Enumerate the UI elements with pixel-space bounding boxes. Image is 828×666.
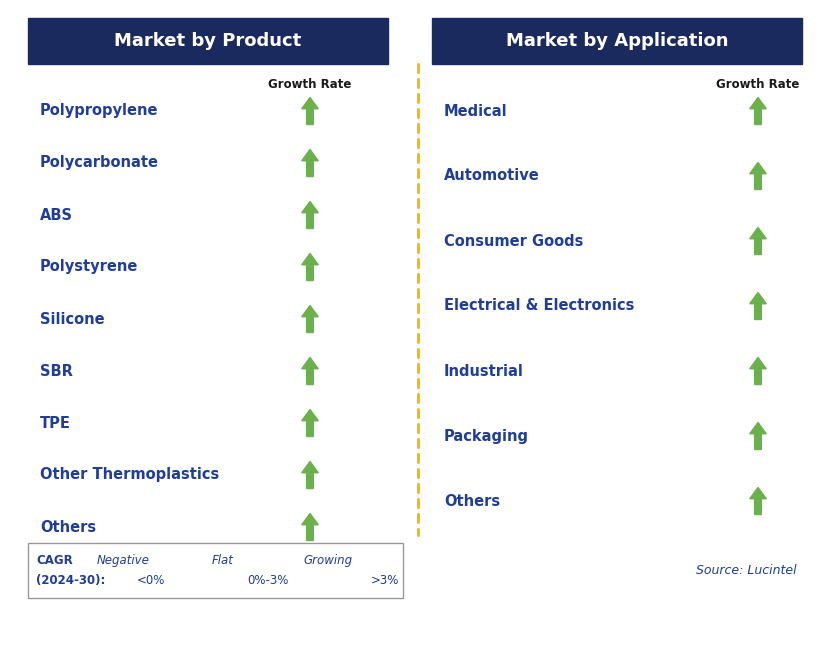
FancyArrow shape: [301, 202, 318, 228]
FancyArrow shape: [301, 306, 318, 332]
Text: Medical: Medical: [444, 103, 507, 119]
FancyArrow shape: [749, 163, 765, 190]
FancyArrow shape: [301, 358, 318, 384]
Text: Electrical & Electronics: Electrical & Electronics: [444, 298, 633, 314]
Text: Automotive: Automotive: [444, 168, 539, 184]
Text: SBR: SBR: [40, 364, 73, 378]
Bar: [28, 18, 388, 64]
Text: >3%: >3%: [371, 574, 399, 587]
FancyArrow shape: [749, 422, 765, 450]
FancyArrow shape: [749, 358, 765, 384]
Text: ABS: ABS: [40, 208, 73, 222]
FancyArrow shape: [350, 572, 361, 589]
Text: Growth Rate: Growth Rate: [715, 77, 799, 91]
FancyArrow shape: [301, 97, 318, 125]
Text: Industrial: Industrial: [444, 364, 523, 378]
Text: Negative: Negative: [96, 554, 149, 567]
Text: Market by Product: Market by Product: [114, 32, 301, 50]
Bar: [431, 18, 801, 64]
Text: 0%-3%: 0%-3%: [247, 574, 288, 587]
Text: (2024-30):: (2024-30):: [36, 574, 105, 587]
FancyArrow shape: [301, 410, 318, 436]
FancyArrow shape: [301, 513, 318, 541]
Text: TPE: TPE: [40, 416, 70, 430]
FancyArrow shape: [115, 573, 125, 588]
Text: Other Thermoplastics: Other Thermoplastics: [40, 468, 219, 482]
Text: Silicone: Silicone: [40, 312, 104, 326]
Text: Growing: Growing: [303, 554, 352, 567]
Text: Others: Others: [40, 519, 96, 535]
Text: Packaging: Packaging: [444, 428, 528, 444]
FancyArrow shape: [301, 149, 318, 176]
Text: <0%: <0%: [137, 574, 165, 587]
FancyArrow shape: [215, 575, 234, 585]
FancyArrow shape: [301, 462, 318, 488]
Text: Polypropylene: Polypropylene: [40, 103, 158, 119]
FancyArrow shape: [749, 228, 765, 254]
FancyArrow shape: [749, 292, 765, 320]
Text: Flat: Flat: [212, 554, 233, 567]
FancyArrow shape: [749, 488, 765, 515]
FancyArrow shape: [301, 254, 318, 280]
Text: Market by Application: Market by Application: [505, 32, 727, 50]
Text: CAGR: CAGR: [36, 554, 73, 567]
Text: Source: Lucintel: Source: Lucintel: [696, 564, 796, 577]
Text: Growth Rate: Growth Rate: [268, 77, 351, 91]
Text: Others: Others: [444, 494, 499, 509]
Text: Consumer Goods: Consumer Goods: [444, 234, 583, 248]
Text: Polycarbonate: Polycarbonate: [40, 155, 159, 170]
Text: Polystyrene: Polystyrene: [40, 260, 138, 274]
Bar: [28, 543, 402, 598]
FancyArrow shape: [749, 97, 765, 125]
